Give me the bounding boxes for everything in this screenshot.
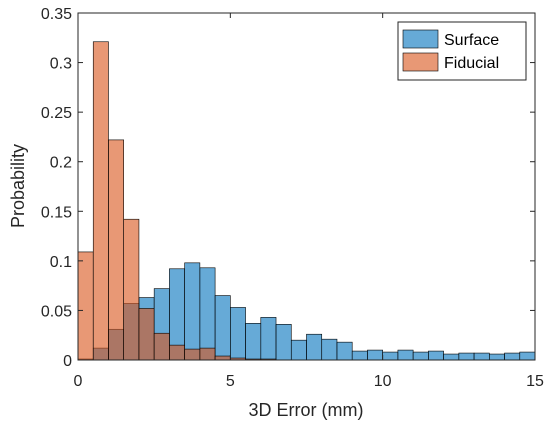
bar-surface-16	[321, 338, 338, 361]
x-axis-title: 3D Error (mm)	[249, 400, 364, 420]
bar-surface-19	[367, 349, 383, 361]
bar-surface-9	[214, 295, 231, 361]
y-tick-label: 0.15	[41, 204, 72, 221]
legend: Surface Fiducial	[397, 21, 527, 81]
x-tick-label: 0	[74, 373, 83, 390]
y-tick-label: 0.1	[50, 254, 72, 271]
legend-label-surface: Surface	[444, 32, 499, 49]
y-tick-label: 0.25	[41, 105, 72, 122]
bar-fiducial-5	[153, 332, 170, 361]
bar-fiducial-9	[214, 355, 231, 361]
bar-surface-28	[504, 352, 521, 361]
bar-surface-7	[184, 262, 201, 361]
bar-fiducial-0	[77, 251, 94, 361]
y-tick-label: 0.35	[41, 6, 72, 23]
y-tick-label: 0	[63, 353, 72, 370]
bar-surface-8	[199, 267, 216, 361]
bar-fiducial-7	[184, 348, 201, 361]
bar-fiducial-6	[169, 344, 185, 361]
bar-surface-24	[443, 353, 460, 361]
bar-surface-21	[397, 349, 414, 361]
x-tick-label: 15	[526, 373, 544, 390]
bar-surface-22	[412, 351, 429, 361]
legend-swatch-surface	[402, 29, 439, 49]
bar-surface-11	[245, 323, 262, 361]
y-tick-label: 0.3	[50, 56, 72, 73]
x-tick-label: 10	[374, 373, 392, 390]
bar-surface-10	[230, 307, 246, 361]
y-tick-label: 0.05	[41, 303, 72, 320]
bar-surface-12	[260, 317, 277, 361]
bar-surface-25	[458, 352, 475, 361]
bar-surface-27	[488, 353, 505, 361]
y-axis-title: Probability	[8, 144, 28, 228]
bar-fiducial-2	[108, 139, 125, 361]
bar-surface-23	[428, 350, 444, 361]
bar-fiducial-1	[92, 41, 109, 361]
bar-surface-13	[275, 324, 292, 361]
bar-fiducial-8	[199, 347, 216, 361]
bar-surface-20	[382, 351, 399, 361]
legend-label-fiducial: Fiducial	[444, 55, 499, 72]
bar-surface-17	[336, 341, 353, 361]
plot-area-frame	[77, 12, 536, 361]
y-tick-label: 0.2	[50, 155, 72, 172]
bar-surface-18	[351, 350, 368, 361]
legend-swatch-fiducial	[402, 52, 439, 72]
bar-fiducial-4	[138, 308, 155, 361]
x-tick-label: 5	[226, 373, 235, 390]
bar-fiducial-3	[123, 218, 140, 361]
bar-surface-26	[473, 352, 490, 361]
ticks-layer: 0 5 10 15 0 0.05 0.1 0.15 0.2 0.25 0.3 0.35	[41, 6, 544, 390]
bar-surface-15	[306, 333, 323, 361]
bar-surface-29	[519, 351, 536, 361]
bar-surface-14	[290, 339, 307, 361]
bars-layer	[77, 41, 536, 361]
